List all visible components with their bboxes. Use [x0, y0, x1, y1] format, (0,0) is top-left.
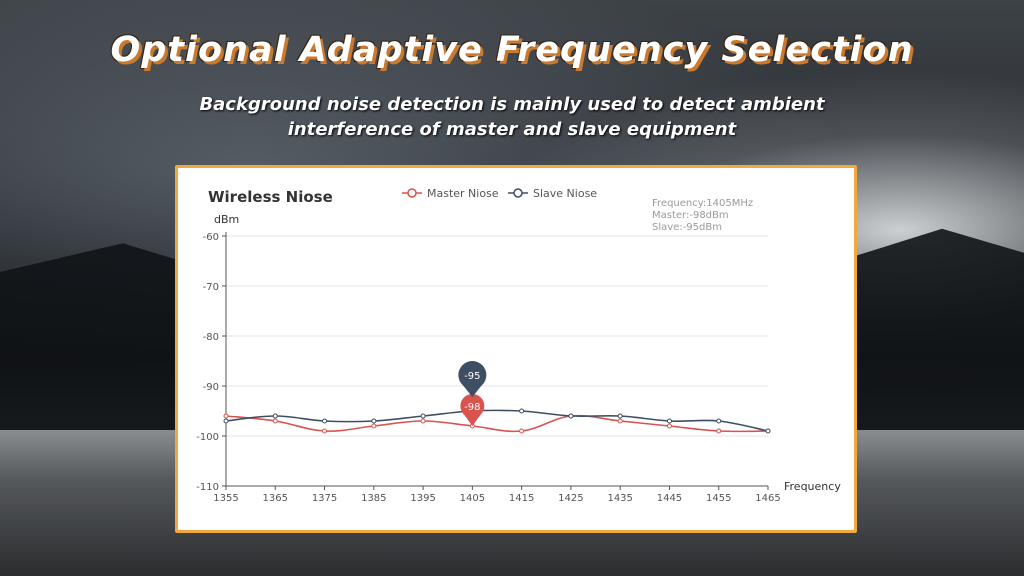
- data-point-master: [519, 428, 525, 434]
- data-point-master: [322, 428, 328, 434]
- y-axis-label: dBm: [214, 213, 239, 226]
- legend-label-slave: Slave Niose: [533, 187, 597, 200]
- data-point-slave: [223, 418, 229, 424]
- data-point-slave: [765, 428, 771, 434]
- data-point-master: [666, 423, 672, 429]
- series-line-slave: [225, 409, 769, 432]
- data-point-master: [716, 428, 722, 434]
- data-point-master: [617, 418, 623, 424]
- x-tick-label: 1425: [558, 493, 583, 504]
- legend-item-master[interactable]: Master Niose: [402, 187, 499, 200]
- data-point-slave: [371, 418, 377, 424]
- legend-label-master: Master Niose: [427, 187, 499, 200]
- pin-master-head: [460, 394, 485, 418]
- grid-layer: [226, 235, 768, 437]
- pin-master: -98: [460, 394, 485, 426]
- page-title: Optional Adaptive Frequency Selection: [110, 30, 914, 70]
- y-tick-label: -90: [203, 382, 219, 393]
- subtitle-line-2: interference of master and slave equipme…: [287, 119, 737, 140]
- x-tick-label: 1455: [706, 493, 731, 504]
- x-tick-label: 1435: [607, 493, 632, 504]
- x-tick-label: 1385: [361, 493, 386, 504]
- pin-slave-label: -95: [464, 371, 480, 382]
- data-point-master: [371, 423, 377, 429]
- series-line-master: [225, 414, 769, 433]
- y-tick-label: -80: [203, 332, 219, 343]
- tooltip-frequency: Frequency:1405MHz: [652, 198, 753, 209]
- legend: Master Niose Slave Niose: [402, 187, 597, 200]
- y-tick-label: -70: [203, 282, 219, 293]
- x-tick-label: 1355: [213, 493, 238, 504]
- subtitle-line-1: Background noise detection is mainly use…: [199, 94, 825, 115]
- data-point-slave: [272, 413, 278, 419]
- data-point-slave: [716, 418, 722, 424]
- series-layer: [223, 408, 771, 434]
- tooltip-slave: Slave:-95dBm: [652, 222, 722, 233]
- y-tick-label: -60: [203, 232, 219, 243]
- data-point-master: [420, 418, 426, 424]
- marker-layer: -98 -95: [458, 361, 487, 426]
- page-subtitle: Background noise detection is mainly use…: [0, 92, 1024, 142]
- data-point-slave: [420, 413, 426, 419]
- chart-card: -60 -70 -80 -90 -100 -110 1355 1365 1375 1385 1395…: [175, 165, 857, 533]
- data-point-master: [223, 413, 229, 419]
- x-tick-label: 1415: [509, 493, 534, 504]
- x-tick-label: 1365: [263, 493, 288, 504]
- pin-slave: -95: [458, 361, 487, 397]
- x-tick-label: 1395: [410, 493, 435, 504]
- data-point-slave: [519, 408, 525, 414]
- pin-master-tail: [463, 414, 481, 426]
- x-tick-label: 1445: [657, 493, 682, 504]
- y-tick-label: -110: [196, 482, 219, 493]
- y-tick-label: -100: [196, 432, 219, 443]
- tooltip-master: Master:-98dBm: [652, 210, 729, 221]
- tooltip: Frequency:1405MHz Master:-98dBm Slave:-9…: [652, 198, 753, 233]
- data-point-slave: [568, 413, 574, 419]
- data-point-slave: [322, 418, 328, 424]
- legend-item-slave[interactable]: Slave Niose: [508, 187, 597, 200]
- x-tick-label: 1375: [312, 493, 337, 504]
- x-tick-label: 1405: [460, 493, 485, 504]
- data-point-slave: [617, 413, 623, 419]
- data-point-slave: [666, 418, 672, 424]
- pin-master-label: -98: [464, 402, 480, 413]
- x-axis-label: Frequency: [784, 480, 841, 493]
- x-tick-label: 1465: [755, 493, 780, 504]
- pin-slave-head: [458, 361, 487, 389]
- data-point-master: [272, 418, 278, 424]
- chart-title: Wireless Niose: [208, 188, 333, 206]
